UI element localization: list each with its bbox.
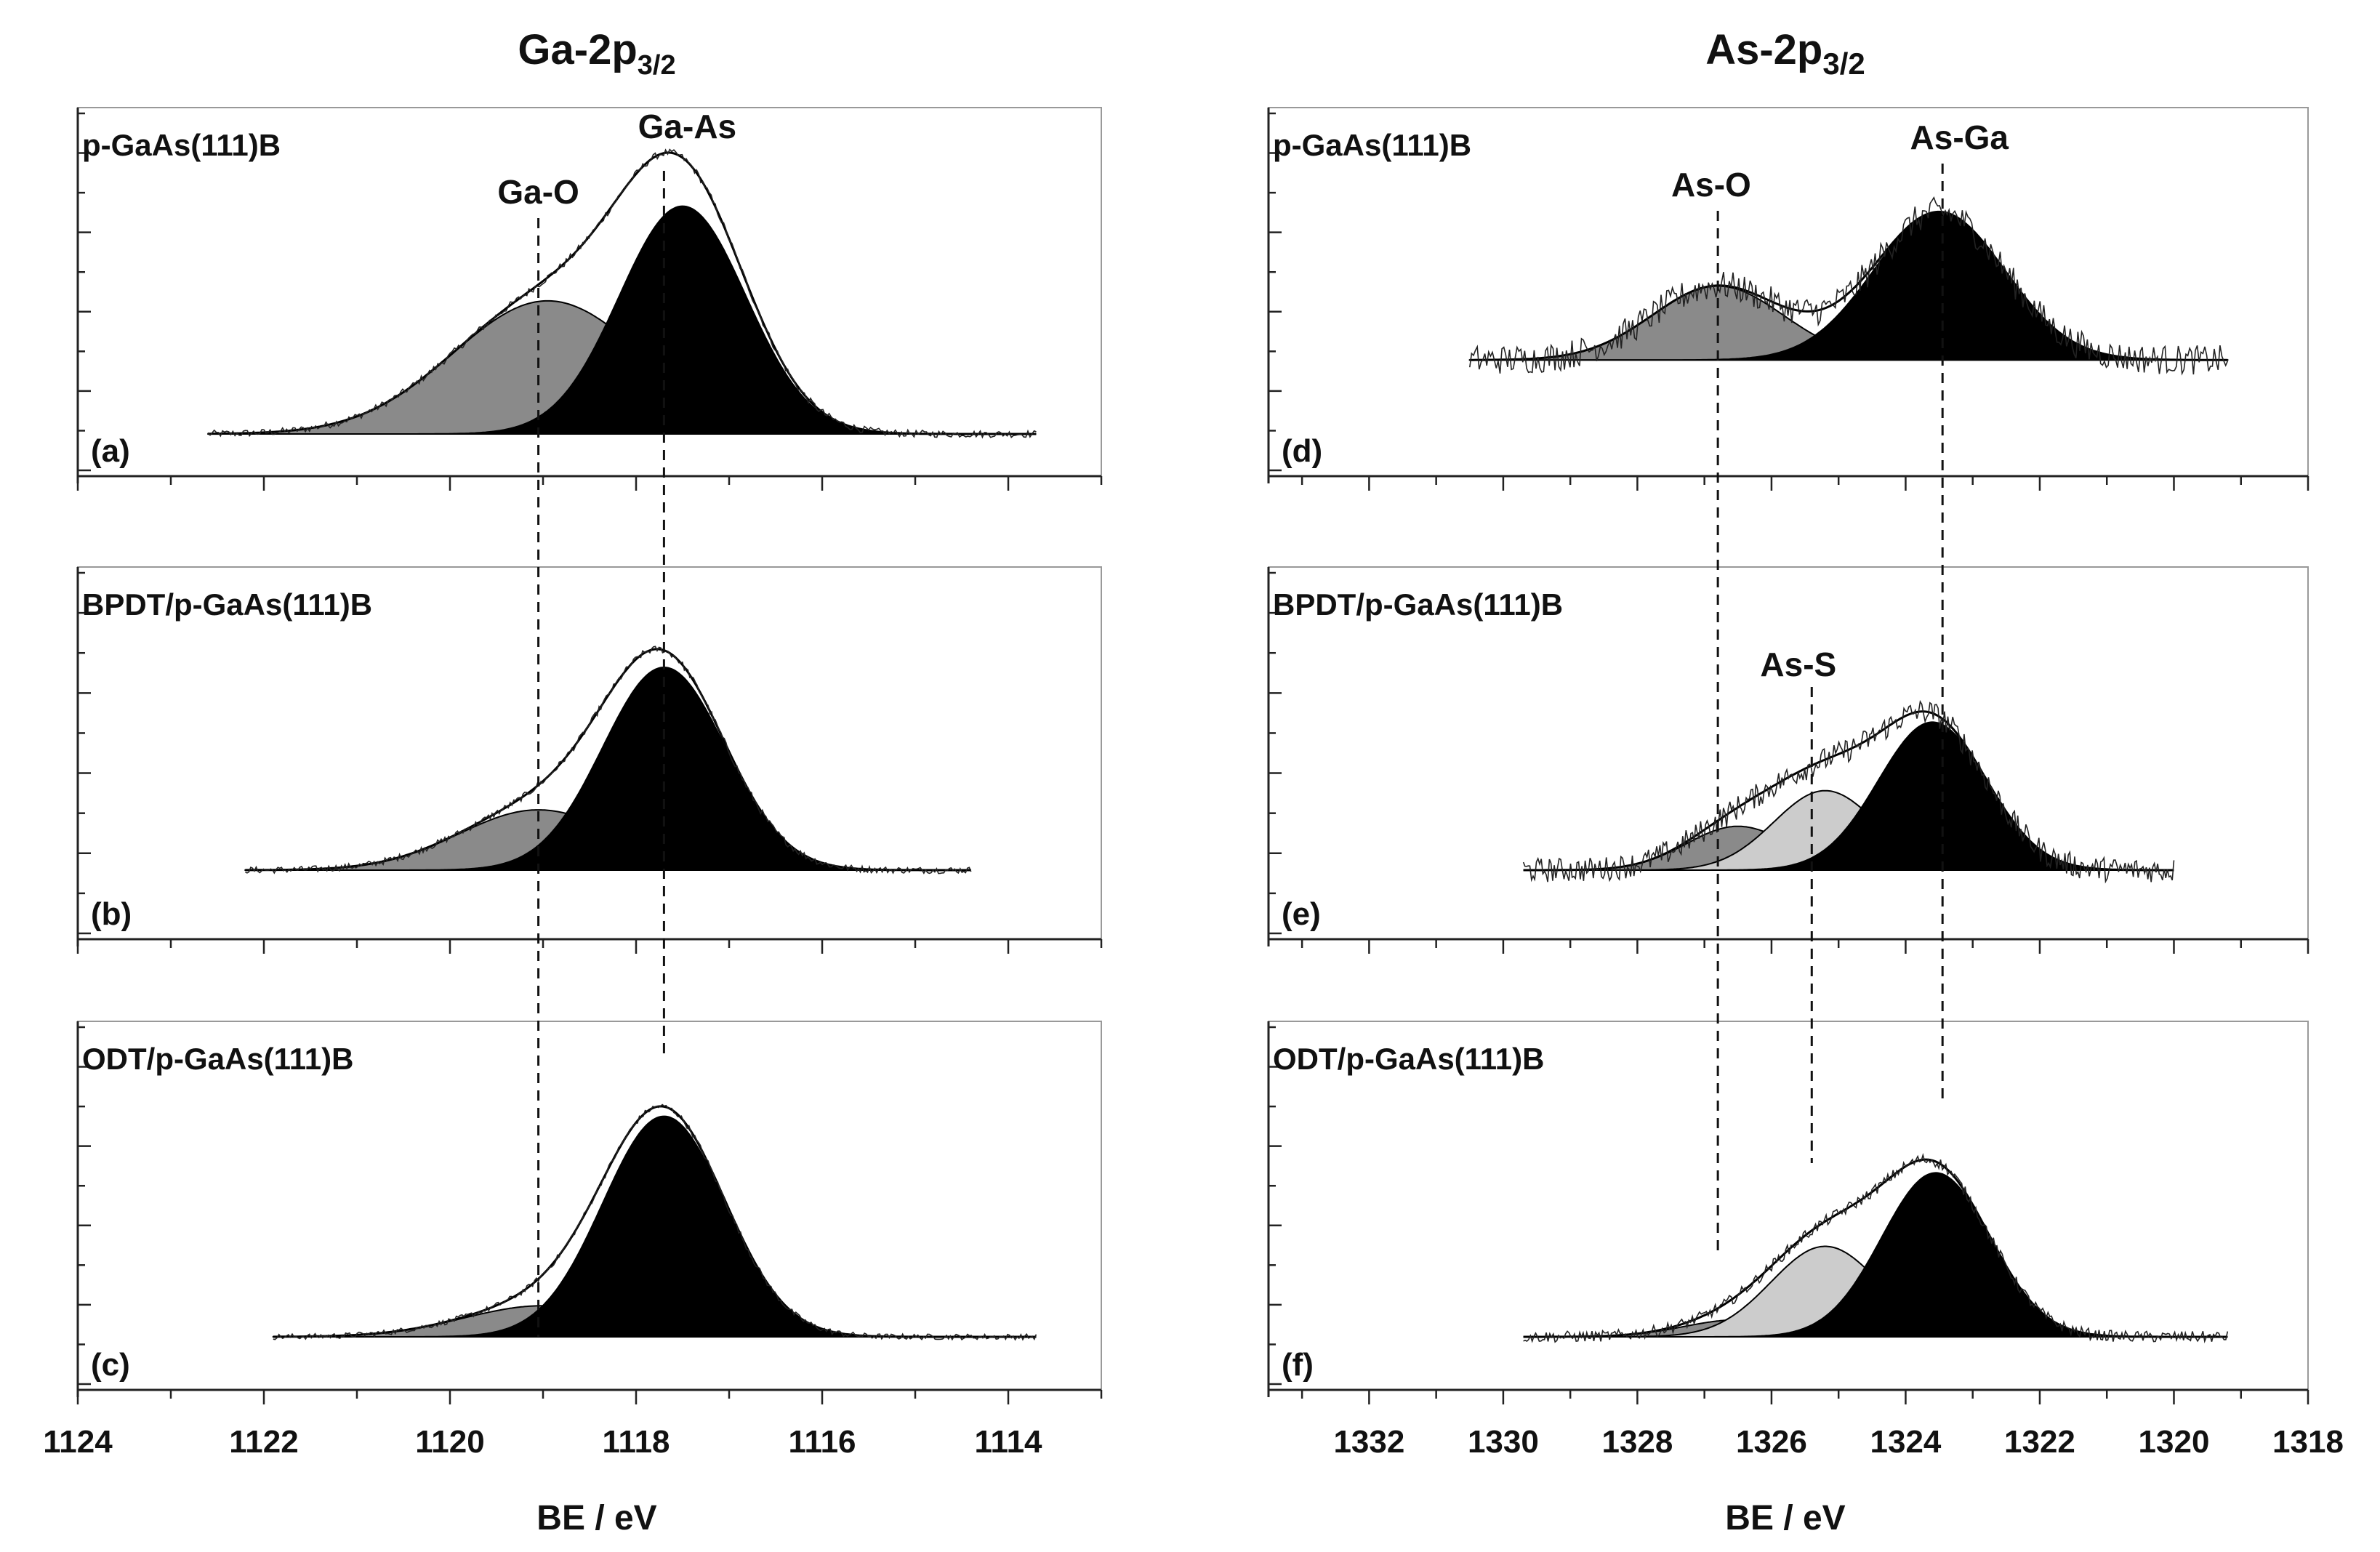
x-tick-label: 1330 (1468, 1424, 1539, 1460)
raw-spectrum (245, 646, 972, 874)
right-xaxis-label: BE / eV (1725, 1499, 1845, 1537)
panel-f: ODT/p-GaAs(111)B (f) (1267, 1021, 2309, 1404)
annotation-as-ga: As-Ga (1910, 118, 2009, 156)
left-title-sub: 3/2 (638, 50, 676, 81)
raw-spectrum (1523, 1152, 2229, 1343)
left-xaxis-label: BE / eV (536, 1499, 656, 1537)
x-tick-label: 1326 (1736, 1424, 1807, 1460)
raw-spectrum (1469, 196, 2229, 376)
peak-as-ga (1523, 721, 2174, 871)
panel-letter: (a) (91, 433, 130, 469)
x-tick-label: 1332 (1333, 1424, 1404, 1460)
x-tick-label: 1120 (415, 1424, 484, 1460)
peak-ga-as (245, 666, 971, 871)
panel-c: ODT/p-GaAs(111)B (c) (76, 1021, 1103, 1404)
raw-spectrum (207, 148, 1037, 439)
right-xtick-labels: 1332 1330 1328 1326 1324 1322 1320 1318 (1333, 1424, 2344, 1460)
x-tick-label: 1116 (788, 1424, 856, 1460)
fit-envelope (245, 648, 971, 872)
x-tick-label: 1124 (43, 1424, 113, 1460)
peak-ga-as (273, 1115, 1037, 1338)
right-title-sub: 3/2 (1822, 47, 1865, 81)
x-tick-label: 1322 (2004, 1424, 2075, 1460)
panel-a: p-GaAs(111)B (a) Ga-O Ga-As (76, 107, 1103, 491)
raw-spectrum (1522, 699, 2175, 884)
x-tick-label: 1324 (1870, 1424, 1942, 1460)
fit-envelope (1523, 1158, 2228, 1338)
panel-frame (1268, 566, 2309, 940)
fit-envelope (1469, 210, 2228, 361)
right-column-title: As-2p3/2 (1705, 26, 1865, 81)
left-xtick-labels: 1124 1122 1120 1118 1116 1114 (43, 1424, 1042, 1460)
sample-label: ODT/p-GaAs(111)B (82, 1042, 353, 1076)
panel-e: BPDT/p-GaAs(111)B (e) As-S (1267, 566, 2309, 954)
x-tick-label: 1118 (602, 1424, 670, 1460)
sample-label: BPDT/p-GaAs(111)B (82, 587, 372, 622)
peak-ga-as (208, 205, 1037, 435)
left-column-title: Ga-2p3/2 (518, 26, 675, 81)
right-title-main: As-2p (1705, 26, 1822, 73)
panel-frame (1268, 107, 2309, 477)
sample-label: p-GaAs(111)B (1273, 128, 1471, 162)
annotation-ga-o: Ga-O (497, 173, 579, 211)
raw-spectrum (273, 1103, 1037, 1341)
x-tick-label: 1320 (2139, 1424, 2210, 1460)
panel-b: BPDT/p-GaAs(111)B (b) (76, 566, 1103, 954)
x-tick-label: 1328 (1601, 1424, 1673, 1460)
panel-letter: (c) (91, 1347, 130, 1383)
panel-letter: (f) (1282, 1347, 1314, 1383)
panel-letter: (d) (1282, 433, 1322, 469)
sample-label: p-GaAs(111)B (82, 128, 281, 162)
x-tick-label: 1114 (974, 1424, 1042, 1460)
x-tick-label: 1318 (2272, 1424, 2344, 1460)
sample-label: ODT/p-GaAs(111)B (1273, 1042, 1544, 1076)
annotation-ga-as: Ga-As (638, 108, 736, 145)
x-tick-label: 1122 (229, 1424, 298, 1460)
left-title-main: Ga-2p (518, 26, 637, 73)
panel-letter: (b) (91, 896, 132, 932)
panel-letter: (e) (1282, 896, 1321, 932)
peak-as-ga (1523, 1172, 2228, 1338)
sample-label: BPDT/p-GaAs(111)B (1273, 587, 1563, 622)
annotation-as-s: As-S (1760, 646, 1836, 683)
reference-lines (537, 164, 1944, 1337)
panel-frame (77, 566, 1102, 940)
panel-d: p-GaAs(111)B (d) As-O As-Ga (1267, 107, 2309, 491)
annotation-as-o: As-O (1671, 166, 1751, 204)
